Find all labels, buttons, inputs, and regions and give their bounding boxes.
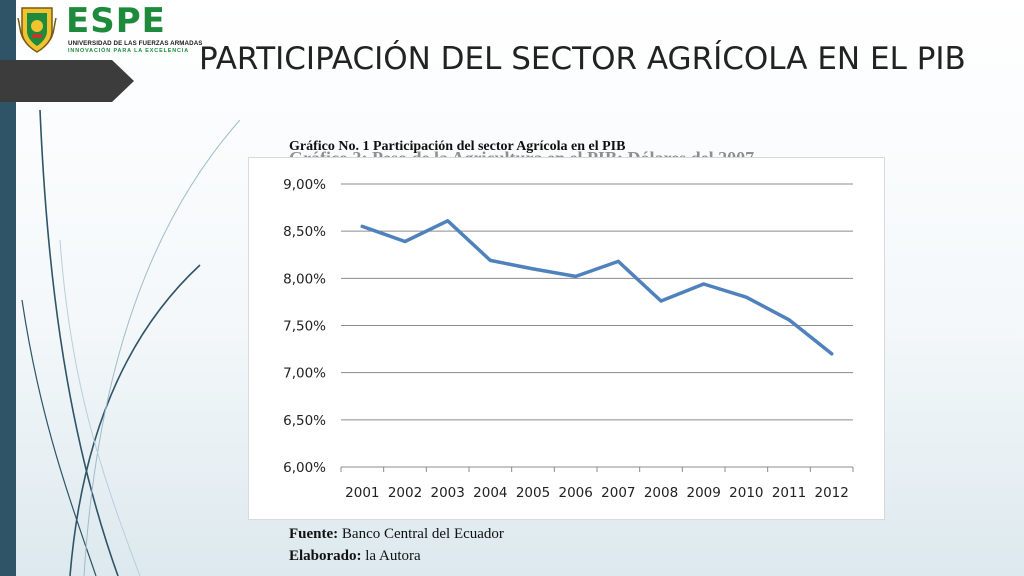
data-point: [531, 267, 535, 271]
y-tick-label: 9,00%: [283, 177, 326, 193]
logo-tagline: INNOVACIÓN PARA LA EXCELENCIA: [68, 48, 190, 54]
logo-subtitle: UNIVERSIDAD DE LAS FUERZAS ARMADAS: [68, 40, 203, 47]
source-label: Fuente:: [289, 526, 339, 542]
left-accent-bar: [0, 0, 16, 576]
title-arrow-tab: [0, 60, 134, 102]
x-tick-label: 2002: [388, 485, 422, 501]
source-note: Fuente: Banco Central del Ecuador: [289, 526, 504, 543]
university-emblem-icon: [17, 7, 57, 53]
data-point: [659, 299, 663, 303]
author-value: la Autora: [365, 548, 421, 564]
logo-wordmark: ESPE: [66, 1, 166, 41]
data-point: [787, 318, 791, 322]
author-note: Elaborado: la Autora: [289, 548, 421, 565]
data-point: [702, 282, 706, 286]
x-tick-label: 2005: [516, 485, 550, 501]
data-point: [574, 274, 578, 279]
x-tick-label: 2010: [729, 485, 763, 501]
y-tick-label: 8,50%: [283, 224, 326, 240]
x-tick-label: 2007: [601, 485, 635, 501]
y-tick-label: 7,50%: [283, 319, 326, 335]
y-tick-label: 6,00%: [283, 460, 326, 476]
espe-logo: ESPE UNIVERSIDAD DE LAS FUERZAS ARMADAS …: [12, 1, 202, 56]
line-chart: 9,00% 8,50% 8,00% 7,50% 7,00% 6,50% 6,00% 2001 2…: [248, 157, 885, 520]
y-tick-label: 6,50%: [283, 413, 326, 429]
x-tick-label: 2001: [345, 485, 379, 501]
data-point: [744, 295, 748, 299]
x-tick-label: 2008: [644, 485, 678, 501]
data-point: [446, 219, 450, 223]
data-point: [616, 259, 620, 263]
data-point: [403, 239, 407, 244]
x-tick-label: 2012: [814, 485, 848, 501]
data-point: [830, 352, 834, 356]
decorative-curves: [21, 109, 241, 576]
x-tick-label: 2011: [772, 485, 806, 501]
data-point: [360, 224, 364, 229]
data-point: [488, 258, 492, 263]
source-value: Banco Central del Ecuador: [341, 526, 504, 542]
y-tick-label: 7,00%: [283, 366, 326, 382]
y-tick-label: 8,00%: [283, 271, 326, 287]
series-line: [360, 219, 834, 356]
line-chart-svg: 9,00% 8,50% 8,00% 7,50% 7,00% 6,50% 6,00% 2001 2…: [283, 177, 854, 501]
chart-caption: Gráfico No. 1 Participación del sector A…: [289, 139, 626, 154]
slide-title: PARTICIPACIÓN DEL SECTOR AGRÍCOLA EN EL …: [199, 41, 966, 77]
x-tick-label: 2009: [686, 485, 720, 501]
author-label: Elaborado:: [289, 548, 362, 564]
x-tick-label: 2004: [473, 485, 507, 501]
x-tick-label: 2003: [430, 485, 464, 501]
x-tick-label: 2006: [558, 485, 592, 501]
